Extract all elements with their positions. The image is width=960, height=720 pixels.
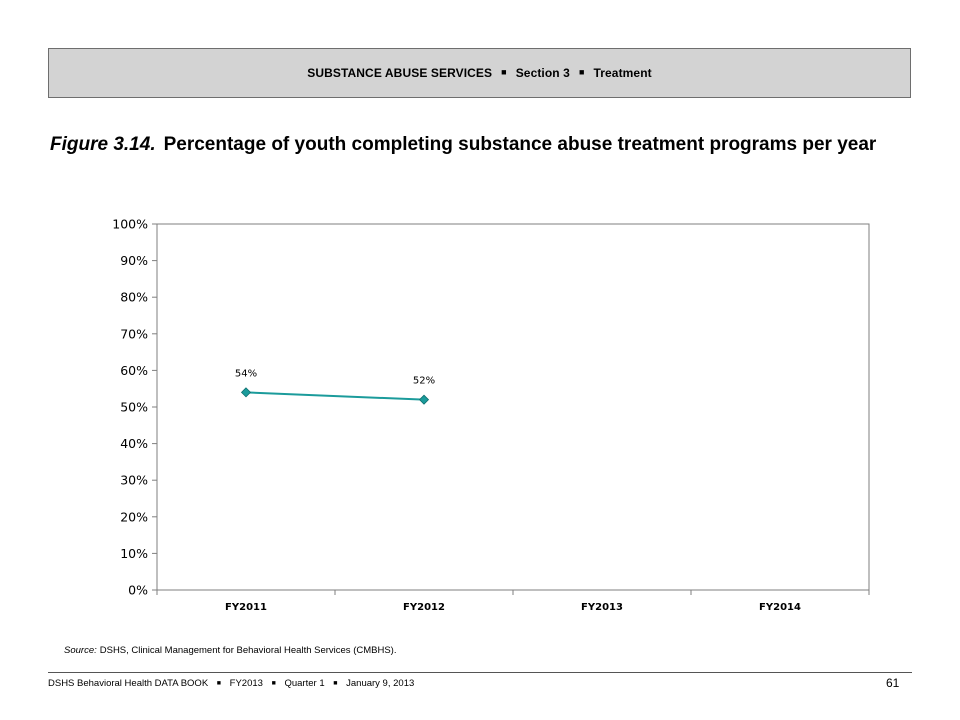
header-section-name: SUBSTANCE ABUSE SERVICES <box>307 66 493 80</box>
data-label: 54% <box>235 368 257 379</box>
y-tick-label: 70% <box>120 326 148 341</box>
y-tick-label: 20% <box>120 509 148 524</box>
data-point-marker <box>240 387 252 398</box>
figure-title: Figure 3.14. Percentage of youth completi… <box>50 133 920 157</box>
x-category-label: FY2014 <box>759 602 801 613</box>
y-tick-label: 30% <box>120 473 148 488</box>
source-text: DSHS, Clinical Management for Behavioral… <box>99 645 397 656</box>
page-number: 61 <box>886 676 900 690</box>
y-tick-label: 50% <box>120 400 148 415</box>
footer-book-title: DSHS Behavioral Health DATA BOOK <box>48 678 209 689</box>
source-note: Source: DSHS, Clinical Management for Beh… <box>64 645 396 656</box>
footer-fiscal-year: FY2013 <box>229 678 263 689</box>
source-label: Source: <box>64 645 97 656</box>
footer-divider <box>48 672 912 673</box>
footer-separator: ■ <box>271 680 276 687</box>
data-point-marker <box>418 394 430 405</box>
figure-number: Figure 3.14. <box>50 134 156 155</box>
y-tick-label: 80% <box>120 290 148 305</box>
y-tick-label: 60% <box>120 363 148 378</box>
series-layer: 54% 52% <box>235 368 435 405</box>
header-section-number: Section 3 <box>515 66 570 80</box>
header-separator: ■ <box>578 67 585 77</box>
y-tick-label: 0% <box>128 583 148 598</box>
y-tick-label: 10% <box>120 546 148 561</box>
footer-quarter: Quarter 1 <box>284 678 325 689</box>
header-separator: ■ <box>501 67 507 77</box>
x-axis: FY2011 FY2012 FY2013 FY2014 <box>156 590 870 613</box>
x-category-label: FY2012 <box>403 602 445 613</box>
section-header-band: SUBSTANCE ABUSE SERVICES ■ Section 3 ■ T… <box>48 48 911 98</box>
x-category-label: FY2011 <box>225 602 267 613</box>
y-tick-label: 100% <box>112 217 148 232</box>
y-tick-label: 40% <box>120 436 148 451</box>
header-topic: Treatment <box>593 66 652 80</box>
footer-separator: ■ <box>216 680 222 687</box>
y-tick-label: 90% <box>120 253 148 268</box>
footer-date: January 9, 2013 <box>346 678 415 689</box>
footer: DSHS Behavioral Health DATA BOOK ■ FY201… <box>48 678 414 689</box>
x-category-label: FY2013 <box>581 602 623 613</box>
y-axis: 0% 10% 20% 30% 40% 50% 60% 70% 80% 90% 100% <box>112 217 157 598</box>
figure-caption: Percentage of youth completing substance… <box>163 134 877 155</box>
series-line <box>245 391 425 401</box>
footer-separator: ■ <box>333 680 338 687</box>
data-label: 52% <box>413 376 435 387</box>
plot-area <box>156 223 870 591</box>
